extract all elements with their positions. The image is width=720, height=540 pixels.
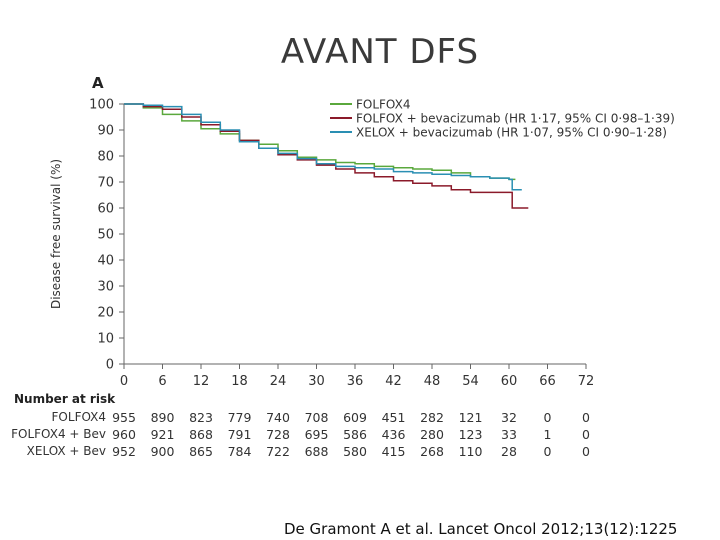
x-tick-label: 42 — [385, 374, 402, 389]
y-tick-label: 70 — [97, 176, 114, 191]
risk-cell: 900 — [150, 444, 175, 459]
risk-cell: 282 — [420, 410, 444, 425]
risk-cell: 268 — [420, 444, 444, 459]
y-tick-label: 0 — [106, 358, 114, 373]
risk-cell: 722 — [266, 444, 290, 459]
legend-label-1: FOLFOX4 — [356, 98, 410, 112]
series-line-1 — [124, 103, 516, 181]
risk-cell: 952 — [112, 444, 136, 459]
risk-cell: 0 — [543, 444, 552, 459]
y-tick-label: 90 — [97, 124, 114, 139]
risk-cell: 728 — [266, 427, 290, 442]
x-tick-label: 12 — [193, 374, 210, 389]
risk-row-label: XELOX + Bev — [26, 444, 106, 458]
y-tick-label: 60 — [97, 202, 114, 217]
risk-cell: 784 — [227, 444, 252, 459]
x-tick-label: 48 — [424, 374, 441, 389]
y-axis-label: Disease free survival (%) — [49, 159, 63, 309]
risk-cell: 921 — [150, 427, 175, 442]
x-tick-label: 54 — [462, 374, 479, 389]
risk-cell: 868 — [189, 427, 213, 442]
risk-cell: 110 — [458, 444, 483, 459]
risk-cell: 121 — [458, 410, 483, 425]
risk-cell: 436 — [381, 427, 406, 442]
x-tick-label: 30 — [308, 374, 325, 389]
risk-cell: 451 — [381, 410, 406, 425]
risk-cell: 1 — [543, 427, 552, 442]
risk-cell: 960 — [112, 427, 136, 442]
risk-cell: 0 — [582, 410, 590, 425]
slide-title: AVANT DFS — [280, 32, 480, 72]
y-tick-label: 10 — [97, 332, 114, 347]
risk-cell: 0 — [582, 444, 590, 459]
risk-cell: 32 — [501, 410, 517, 425]
risk-cell: 708 — [304, 410, 329, 425]
risk-cell: 28 — [501, 444, 517, 459]
risk-row-label: FOLFOX4 + Bev — [11, 427, 106, 441]
y-tick-label: 20 — [97, 306, 114, 321]
x-tick-label: 0 — [120, 374, 128, 389]
x-tick-label: 24 — [270, 374, 287, 389]
risk-cell: 791 — [227, 427, 252, 442]
series-line-3 — [124, 103, 522, 191]
risk-cell: 280 — [420, 427, 444, 442]
risk-cell: 890 — [150, 410, 175, 425]
risk-cell: 586 — [343, 427, 367, 442]
x-tick-label: 36 — [347, 374, 364, 389]
x-tick-label: 6 — [158, 374, 166, 389]
risk-cell: 740 — [266, 410, 290, 425]
risk-cell: 695 — [304, 427, 329, 442]
y-tick-label: 100 — [89, 98, 114, 113]
risk-cell: 415 — [381, 444, 406, 459]
legend-label-2: FOLFOX + bevacizumab (HR 1·17, 95% CI 0·… — [356, 112, 675, 126]
y-tick-label: 50 — [97, 228, 114, 243]
risk-cell: 865 — [189, 444, 213, 459]
x-tick-label: 18 — [231, 374, 248, 389]
y-tick-label: 30 — [97, 280, 114, 295]
risk-cell: 33 — [501, 427, 517, 442]
risk-cell: 823 — [189, 410, 213, 425]
risk-cell: 0 — [582, 427, 590, 442]
panel-letter: A — [92, 74, 104, 92]
risk-cell: 580 — [343, 444, 367, 459]
risk-cell: 955 — [112, 410, 136, 425]
risk-cell: 779 — [227, 410, 252, 425]
x-tick-label: 66 — [539, 374, 556, 389]
y-tick-label: 80 — [97, 150, 114, 165]
risk-cell: 688 — [304, 444, 329, 459]
risk-cell: 123 — [458, 427, 483, 442]
citation: De Gramont A et al. Lancet Oncol 2012;13… — [284, 520, 678, 538]
legend-label-3: XELOX + bevacizumab (HR 1·07, 95% CI 0·9… — [356, 126, 667, 140]
risk-cell: 609 — [343, 410, 367, 425]
risk-row-label: FOLFOX4 — [51, 410, 106, 424]
x-tick-label: 60 — [501, 374, 518, 389]
series-line-2 — [124, 103, 529, 209]
y-tick-label: 40 — [97, 254, 114, 269]
risk-cell: 0 — [543, 410, 552, 425]
risk-table-title: Number at risk — [14, 392, 116, 406]
x-tick-label: 72 — [578, 374, 595, 389]
